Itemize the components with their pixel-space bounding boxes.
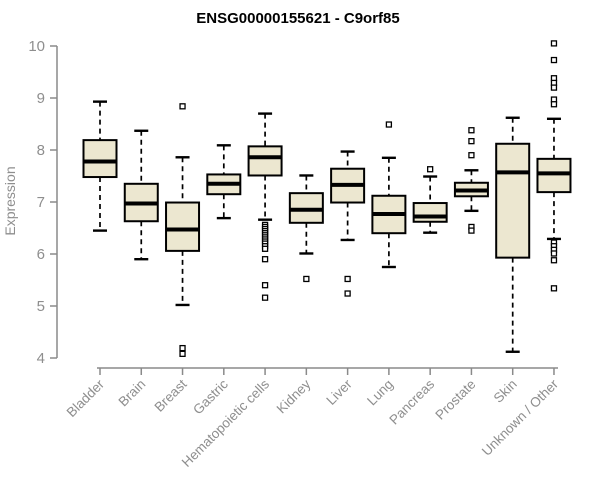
box-skin xyxy=(495,116,531,353)
outlier-point xyxy=(179,344,186,352)
outlier-point xyxy=(550,84,558,91)
box-lung xyxy=(371,121,407,269)
outlier-point xyxy=(344,290,351,297)
y-tick-label: 6 xyxy=(37,246,45,263)
outlier-point xyxy=(179,103,186,110)
outlier-point xyxy=(468,227,475,234)
outlier-point xyxy=(261,282,269,289)
x-tick-label-prostate: Prostate xyxy=(432,377,478,423)
box-unknown-other xyxy=(536,40,572,292)
box-liver xyxy=(330,150,366,297)
outlier-point xyxy=(550,285,558,292)
outlier-point xyxy=(261,294,269,301)
x-tick-label-bladder: Bladder xyxy=(64,376,108,420)
y-tick-label: 10 xyxy=(28,38,45,55)
x-tick-label-unknown-other: Unknown / Other xyxy=(479,376,562,459)
outlier-point xyxy=(303,275,310,283)
y-tick-label: 5 xyxy=(37,298,45,315)
outlier-point xyxy=(468,127,475,134)
outlier-point xyxy=(385,121,393,128)
outlier-point xyxy=(261,256,269,263)
box-brain xyxy=(123,129,159,261)
x-tick-label-liver: Liver xyxy=(323,376,355,408)
outlier-point xyxy=(550,101,558,108)
outlier-point xyxy=(550,250,558,257)
outlier-point xyxy=(468,152,475,159)
x-tick-label-gastric: Gastric xyxy=(190,376,231,417)
y-tick-label: 9 xyxy=(37,90,45,107)
outlier-point xyxy=(427,166,434,173)
box-prostate xyxy=(453,127,489,234)
x-tick-label-breast: Breast xyxy=(151,376,189,414)
chart-title: ENSG00000155621 - C9orf85 xyxy=(196,10,400,27)
outlier-point xyxy=(550,56,558,64)
x-tick-label-kidney: Kidney xyxy=(274,376,314,416)
outlier-point xyxy=(550,257,558,264)
y-tick-label: 4 xyxy=(37,350,45,367)
box-bladder xyxy=(82,100,118,232)
box-hematopoietic-cells xyxy=(247,112,283,301)
y-axis: 4 5 6 7 8 9 10 xyxy=(28,38,58,367)
x-tick-label-lung: Lung xyxy=(364,377,396,409)
outlier-point xyxy=(261,245,269,252)
outlier-point xyxy=(179,350,186,357)
outlier-point xyxy=(468,138,475,145)
box-kidney xyxy=(288,174,324,283)
box-breast xyxy=(165,103,201,357)
outlier-point xyxy=(344,275,351,283)
x-tick-label-brain: Brain xyxy=(115,377,148,410)
y-tick-label: 8 xyxy=(37,142,45,159)
outlier-point xyxy=(550,40,558,47)
x-tick-label-pancreas: Pancreas xyxy=(386,376,437,427)
box-gastric xyxy=(206,144,242,220)
y-tick-label: 7 xyxy=(37,194,45,211)
box-pancreas xyxy=(412,166,448,234)
x-tick-label-skin: Skin xyxy=(491,377,520,406)
